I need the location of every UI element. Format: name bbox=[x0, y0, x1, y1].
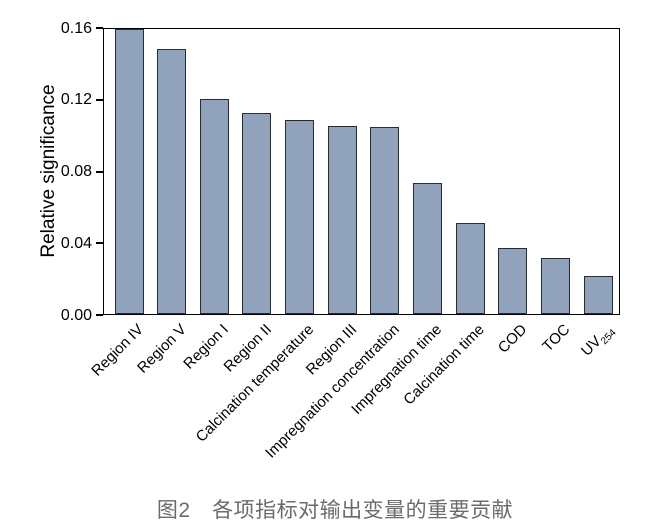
x-tick-label-subscript: 254 bbox=[598, 327, 619, 347]
bar bbox=[242, 113, 272, 314]
y-tick-mark bbox=[96, 170, 103, 173]
y-tick-label: 0.12 bbox=[60, 91, 92, 109]
bar bbox=[114, 28, 144, 314]
y-tick-mark bbox=[96, 98, 103, 101]
y-tick-label: 0.08 bbox=[60, 163, 92, 180]
figure-caption: 图2 各项指标对输出变量的重要贡献 bbox=[156, 499, 514, 522]
x-tick-label-text: COD bbox=[495, 321, 531, 357]
bar bbox=[583, 276, 613, 314]
y-tick-mark bbox=[96, 27, 103, 29]
x-tick-label-text: TOC bbox=[539, 321, 574, 356]
bar bbox=[498, 247, 528, 314]
y-tick-label: 0.16 bbox=[60, 19, 92, 37]
bar bbox=[455, 222, 485, 314]
bar bbox=[412, 183, 442, 314]
bar bbox=[370, 127, 400, 314]
x-tick-label-text: Region IV bbox=[88, 321, 148, 380]
y-axis-title: Relative significance bbox=[38, 84, 59, 258]
bar-chart: Relative significance 0.00 0.04 0.08 0.12 0.… bbox=[38, 19, 620, 462]
plot-area bbox=[103, 28, 620, 315]
bar bbox=[199, 98, 229, 314]
x-tick-label-text: Calcination time bbox=[400, 321, 489, 409]
bar bbox=[540, 258, 570, 314]
y-tick-mark bbox=[96, 242, 103, 245]
bar bbox=[157, 48, 187, 314]
y-tick-label: 0.04 bbox=[60, 234, 92, 252]
y-tick-mark bbox=[96, 314, 103, 316]
bar bbox=[327, 125, 357, 314]
y-tick-label: 0.00 bbox=[60, 306, 92, 324]
x-tick-label-text: UV254 bbox=[577, 327, 619, 360]
bar bbox=[285, 120, 315, 314]
